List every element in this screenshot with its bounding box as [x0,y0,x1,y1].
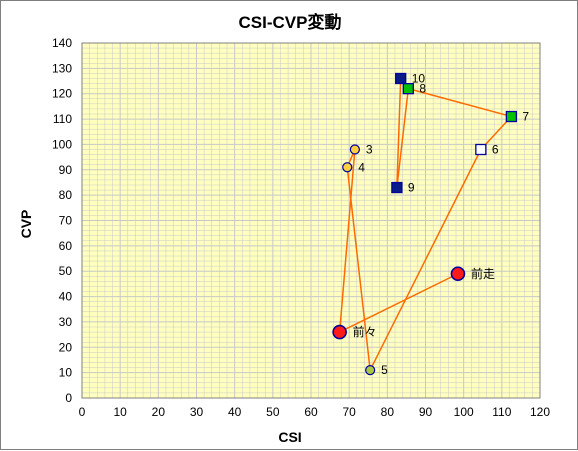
x-tick-label: 50 [266,405,280,419]
y-tick-label: 10 [59,366,73,380]
trajectory-segment [396,88,410,188]
data-point-5 [365,365,376,376]
y-axis-title: CVP [18,210,34,239]
data-point-10 [395,72,407,85]
y-tick-label: 30 [59,315,73,329]
chart-title: CSI-CVP変動 [239,12,342,32]
point-label-10: 10 [412,72,426,86]
x-tick-label: 60 [304,405,318,419]
x-tick-label: 110 [492,405,511,419]
data-point-8 [402,82,414,95]
x-tick-label: 100 [454,405,474,419]
x-tick-label: 10 [113,405,127,419]
x-tick-label: 80 [381,405,395,419]
y-tick-label: 110 [53,112,72,126]
x-tick-label: 40 [228,405,242,419]
data-point-1 [450,266,466,282]
data-point-3 [349,144,360,155]
trajectory-segment [396,78,402,188]
trajectory-segment [408,87,512,118]
y-tick-label: 140 [52,36,72,50]
trajectory-segment [369,149,482,371]
grid-lines [81,42,541,399]
y-tick-label: 80 [59,188,73,202]
point-label-6: 6 [492,143,499,157]
y-tick-label: 40 [59,290,73,304]
x-tick-label: 0 [79,405,86,419]
data-point-4 [342,162,353,173]
y-tick-label: 60 [59,239,73,253]
y-tick-label: 100 [52,137,72,151]
data-point-6 [475,143,487,156]
point-label-8: 8 [419,82,426,96]
y-tick-label: 50 [59,264,73,278]
point-label-1: 前走 [471,266,495,281]
point-label-2: 前々 [353,324,377,339]
trajectory-segment [339,273,459,333]
data-points [332,72,518,376]
trajectory-segment [346,167,371,371]
x-tick-label: 120 [530,405,550,419]
data-point-2 [332,324,347,340]
point-label-5: 5 [381,363,388,377]
x-tick-label: 30 [190,405,204,419]
x-tick-labels: 0 10 20 30 40 50 60 70 80 90 100 110 120 [79,405,551,419]
x-tick-label: 90 [419,405,433,419]
x-tick-label: 20 [152,405,166,419]
y-tick-label: 90 [59,163,73,177]
y-tick-labels: 0 10 20 30 40 50 60 70 80 90 100 110 120 130 140 [52,36,72,405]
x-tick-label: 70 [342,405,356,419]
trajectory-segment [338,149,356,333]
y-tick-label: 120 [52,87,72,101]
data-point-7 [505,110,518,123]
data-point-9 [391,181,403,194]
y-tick-label: 130 [52,61,72,75]
point-label-7: 7 [522,110,529,124]
y-tick-label: 70 [59,214,73,228]
point-label-9: 9 [408,181,415,195]
x-axis-title: CSI [278,429,301,445]
point-label-3: 3 [366,143,373,157]
y-tick-label: 20 [59,340,73,354]
point-label-4: 4 [358,160,365,174]
y-tick-label: 0 [65,391,72,405]
plot-border [81,42,541,399]
